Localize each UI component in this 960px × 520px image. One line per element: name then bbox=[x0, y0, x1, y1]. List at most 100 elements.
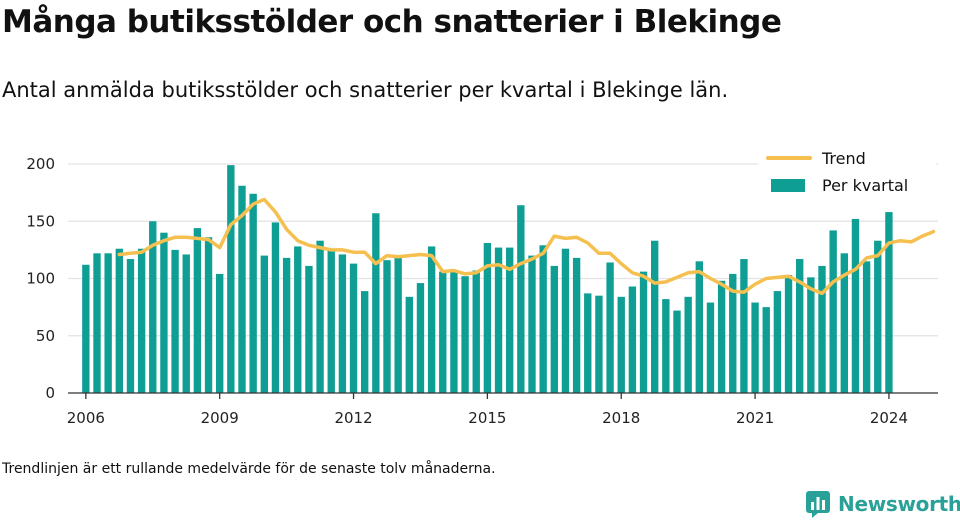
chart-title: Många butiksstölder och snatterier i Ble… bbox=[2, 4, 782, 40]
y-tick-label: 200 bbox=[26, 155, 55, 173]
bar bbox=[885, 212, 893, 393]
trend-series bbox=[117, 197, 936, 296]
bar bbox=[126, 259, 135, 393]
bar bbox=[238, 185, 246, 393]
bar bbox=[606, 262, 614, 393]
legend-background bbox=[758, 146, 936, 202]
bar bbox=[160, 232, 168, 393]
x-tick-label: 2012 bbox=[334, 409, 372, 427]
bar bbox=[717, 280, 726, 393]
bar bbox=[193, 228, 202, 393]
bar bbox=[673, 310, 681, 393]
x-tick-label: 2021 bbox=[736, 409, 774, 427]
bar bbox=[584, 293, 592, 393]
brand-logo[interactable]: Newsworthy bbox=[805, 490, 960, 518]
bar bbox=[405, 296, 413, 393]
bar bbox=[216, 273, 224, 393]
bar bbox=[316, 240, 324, 393]
bar bbox=[137, 248, 146, 393]
bar bbox=[829, 230, 837, 393]
bar bbox=[149, 221, 157, 393]
bar bbox=[372, 213, 380, 393]
bar bbox=[684, 296, 692, 393]
bar bbox=[796, 259, 804, 393]
bar bbox=[874, 240, 882, 393]
bar bbox=[494, 247, 503, 393]
y-tick-label: 0 bbox=[45, 384, 55, 402]
bar bbox=[383, 260, 391, 393]
y-tick-label: 50 bbox=[36, 327, 55, 345]
bar bbox=[416, 283, 425, 393]
bar bbox=[628, 286, 637, 393]
bar bbox=[204, 237, 213, 393]
bar bbox=[483, 243, 492, 393]
bar bbox=[662, 299, 670, 393]
bar bbox=[338, 254, 347, 393]
bar bbox=[651, 240, 659, 393]
bar bbox=[104, 253, 112, 393]
x-tick-label: 2009 bbox=[201, 409, 239, 427]
bar bbox=[595, 295, 603, 393]
bar bbox=[305, 265, 313, 393]
bar bbox=[361, 291, 369, 393]
bar bbox=[617, 296, 625, 393]
bar-series bbox=[82, 165, 893, 393]
chart-area: 0 50 100 150 200 2006 2009 2012 2015 2018 2021 2024… bbox=[26, 146, 938, 427]
y-tick-label: 100 bbox=[26, 270, 55, 288]
bar bbox=[82, 264, 90, 393]
bar bbox=[818, 265, 826, 393]
x-tick-label: 2015 bbox=[468, 409, 506, 427]
bar bbox=[773, 291, 782, 393]
bar bbox=[639, 271, 648, 393]
bar bbox=[740, 259, 748, 393]
bar bbox=[751, 302, 759, 393]
bar bbox=[506, 247, 514, 393]
bar bbox=[572, 257, 581, 393]
bar bbox=[729, 273, 737, 393]
bar bbox=[539, 245, 547, 393]
bar bbox=[706, 302, 715, 393]
bar bbox=[695, 261, 703, 393]
bar bbox=[807, 277, 815, 393]
bar bbox=[550, 265, 558, 393]
bar bbox=[282, 257, 291, 393]
bar bbox=[182, 254, 190, 393]
bar bbox=[427, 246, 436, 393]
legend-bar-swatch bbox=[771, 179, 805, 192]
bar bbox=[840, 253, 848, 393]
y-tick-label: 150 bbox=[26, 212, 55, 230]
legend-trend-label: Trend bbox=[821, 149, 866, 168]
legend: Trend Per kvartal bbox=[758, 146, 936, 202]
bar bbox=[115, 248, 123, 393]
bar bbox=[249, 193, 257, 393]
x-tick-label: 2018 bbox=[602, 409, 640, 427]
bar bbox=[439, 271, 447, 393]
trend-line bbox=[117, 197, 936, 296]
x-tick-label: 2024 bbox=[870, 409, 908, 427]
bar bbox=[851, 218, 860, 393]
bar bbox=[227, 165, 235, 393]
chart-subtitle: Antal anmälda butiksstölder och snatteri… bbox=[2, 78, 729, 102]
bar bbox=[528, 255, 536, 393]
bar bbox=[349, 263, 358, 393]
bar bbox=[517, 205, 525, 393]
bar bbox=[561, 248, 570, 393]
bar bbox=[461, 276, 469, 393]
bar bbox=[327, 251, 335, 393]
bar bbox=[294, 246, 302, 393]
bar bbox=[93, 253, 101, 393]
brand-name: Newsworthy bbox=[838, 492, 960, 516]
bar bbox=[862, 261, 871, 393]
bar bbox=[260, 255, 268, 393]
x-tick-label: 2006 bbox=[67, 409, 105, 427]
bar bbox=[762, 307, 770, 393]
bar bbox=[472, 270, 480, 393]
bar bbox=[394, 257, 402, 393]
legend-bar-label: Per kvartal bbox=[822, 176, 908, 195]
footnote: Trendlinjen är ett rullande medelvärde f… bbox=[2, 461, 496, 477]
bar bbox=[271, 222, 280, 393]
axes: 0 50 100 150 200 2006 2009 2012 2015 2018 2021 2024 bbox=[26, 155, 938, 427]
bar bbox=[171, 249, 179, 393]
bar bbox=[450, 271, 458, 393]
newsworthy-logo-icon bbox=[806, 491, 830, 518]
